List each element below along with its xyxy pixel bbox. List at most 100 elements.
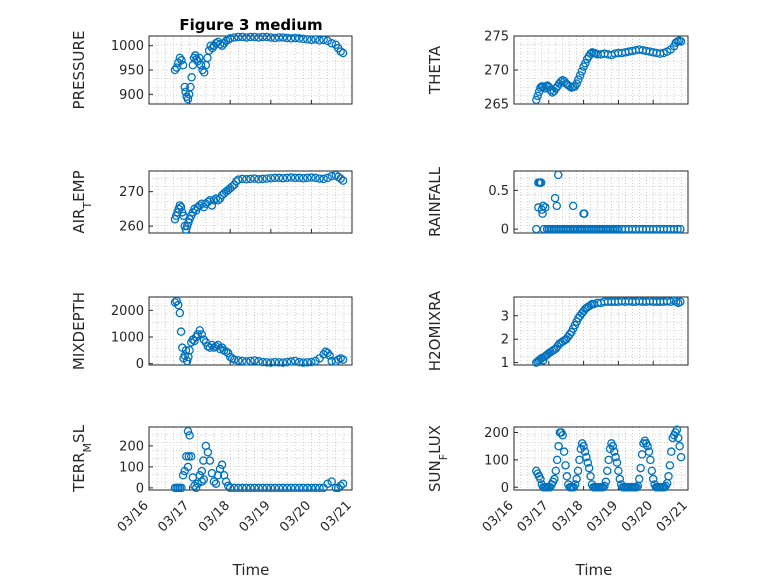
data-point [338, 176, 348, 185]
data-point [203, 447, 213, 457]
data-point [612, 458, 622, 467]
y-axis-label: TERRMSL [70, 424, 94, 493]
data-point [577, 67, 587, 76]
data-point [258, 357, 267, 367]
series-markers [170, 32, 348, 104]
data-point [294, 173, 304, 183]
y-axis-label-part: MIXDEPTH [70, 292, 88, 370]
data-point [182, 356, 192, 366]
y-axis-label-part: RAINFALL [426, 166, 444, 237]
data-point [675, 441, 684, 451]
plot-frame [148, 170, 353, 234]
series-markers [170, 296, 348, 367]
y-tick-label: 200 [484, 426, 509, 441]
y-axis-label-part: SUN [426, 460, 444, 492]
data-point [178, 60, 188, 70]
x-axis-title-right: Time [575, 561, 613, 579]
plot-frame [513, 296, 689, 366]
data-point [609, 447, 619, 456]
data-point [182, 452, 191, 461]
data-point [258, 174, 267, 184]
data-point [600, 481, 609, 491]
data-point [586, 472, 595, 481]
y-axis-label: H2OMIXRA [426, 290, 444, 371]
data-point [303, 173, 312, 183]
data-point [234, 175, 243, 184]
data-point [282, 173, 292, 183]
subplot-4: 0 0.5 RAINFALL [426, 166, 689, 238]
x-tick-label: 03/19 [237, 498, 274, 535]
x-tick-label: 03/21 [318, 498, 355, 535]
data-point [262, 174, 271, 183]
subplot-7: 0 100 200 03/16 03/17 03/18 03/19 03/20 03/21 TER… [70, 424, 355, 535]
subplot-5: 0 1000 2000 MIXDEPTH [70, 292, 353, 372]
data-point [193, 330, 202, 339]
data-point [559, 447, 569, 456]
data-point [196, 60, 206, 70]
series-markers [532, 425, 686, 492]
data-point [207, 201, 217, 210]
data-point [532, 95, 541, 105]
data-point [552, 455, 562, 465]
y-axis-label-part: LUX [426, 425, 444, 454]
y-axis-label-part: EMP [70, 170, 88, 201]
data-point [211, 479, 221, 488]
series-markers [532, 36, 686, 105]
data-point [199, 68, 209, 77]
data-point [311, 173, 320, 183]
data-point [242, 175, 251, 184]
data-point [303, 483, 312, 493]
data-point [234, 483, 243, 493]
data-point [221, 347, 231, 356]
data-point [258, 483, 267, 493]
series-markers [170, 426, 348, 493]
data-point [286, 357, 296, 366]
data-point [537, 205, 547, 214]
data-point [195, 201, 204, 210]
data-point [238, 32, 247, 42]
data-point [532, 224, 541, 234]
subplot-3: 260 270 AIRTEMP [70, 170, 353, 235]
y-axis-label-part: THETA [426, 45, 444, 95]
data-point [183, 94, 193, 104]
x-tick-label: 03/20 [277, 498, 314, 535]
data-point [327, 477, 336, 486]
y-tick-label: 0 [501, 223, 509, 238]
x-tick-label: 03/20 [619, 498, 656, 535]
x-tick-label: 03/17 [515, 498, 552, 535]
data-point [286, 483, 296, 493]
data-point [614, 466, 623, 476]
data-point [242, 483, 251, 493]
data-point [246, 174, 255, 184]
y-tick-label: 1000 [111, 331, 144, 346]
data-point [540, 84, 549, 93]
data-point [266, 33, 276, 42]
data-point [274, 358, 284, 367]
data-point [230, 483, 239, 493]
data-point [238, 174, 247, 184]
data-point [180, 82, 189, 92]
y-axis-label: PRESSURE [70, 31, 88, 110]
data-point [215, 464, 225, 474]
data-point [550, 193, 560, 203]
series-markers [532, 296, 685, 367]
data-point [290, 33, 300, 43]
data-point [319, 174, 328, 184]
data-point [303, 358, 312, 367]
data-point [242, 33, 251, 42]
data-point [676, 297, 685, 306]
data-point [195, 326, 204, 335]
data-point [558, 430, 567, 440]
y-tick-label: 200 [119, 439, 144, 454]
data-point [294, 357, 304, 367]
data-point [674, 433, 683, 443]
data-point [561, 461, 570, 470]
data-point [603, 466, 612, 476]
y-tick-label: 100 [484, 453, 509, 468]
data-point [193, 479, 202, 488]
data-point [676, 37, 686, 46]
data-point [635, 474, 644, 484]
y-tick-label: 0 [136, 357, 144, 372]
data-point [209, 196, 219, 205]
